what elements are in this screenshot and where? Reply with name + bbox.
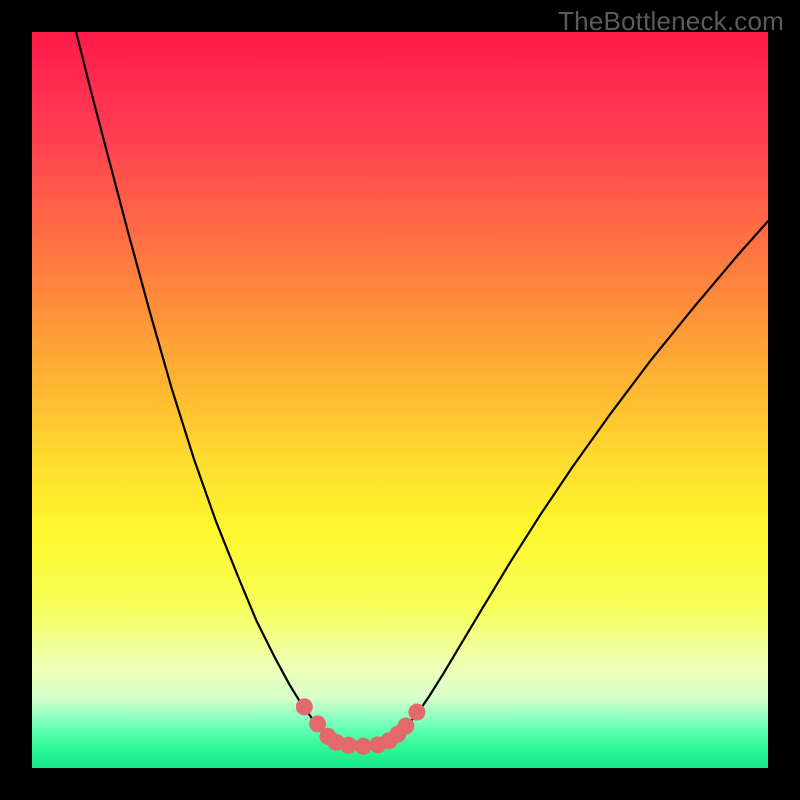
chart-container: TheBottleneck.com (0, 0, 800, 800)
plot-svg (0, 0, 800, 800)
curve-marker (397, 718, 414, 735)
curve-marker (340, 737, 357, 754)
watermark-text: TheBottleneck.com (558, 6, 784, 37)
curve-marker (296, 698, 313, 715)
plot-background (32, 32, 768, 768)
curve-marker (408, 704, 425, 721)
curve-marker (355, 738, 372, 755)
